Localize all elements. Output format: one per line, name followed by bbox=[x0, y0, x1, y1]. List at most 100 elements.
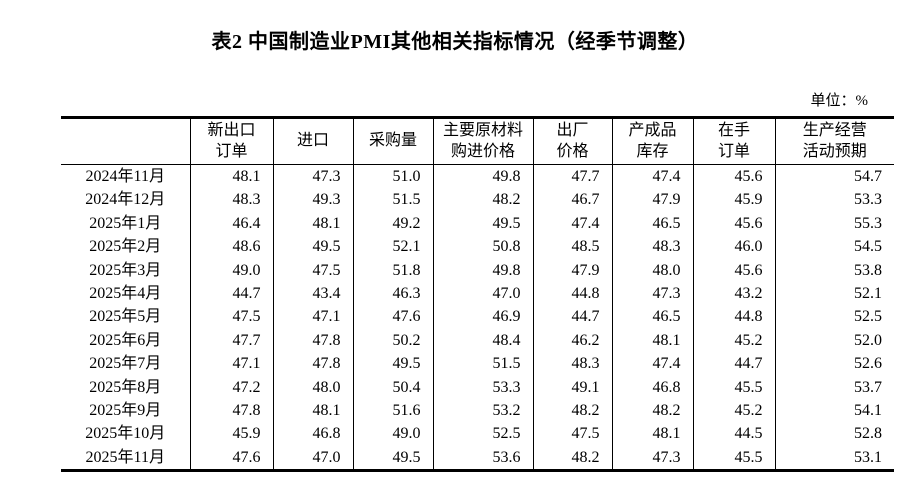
value-cell: 47.9 bbox=[611, 188, 693, 212]
value-cell: 48.1 bbox=[611, 328, 693, 353]
value-cell: 46.2 bbox=[532, 328, 612, 353]
value-cell: 45.2 bbox=[692, 399, 775, 423]
value-cell: 47.3 bbox=[611, 445, 693, 471]
value-cell: 45.2 bbox=[692, 328, 775, 353]
value-cell: 46.8 bbox=[272, 422, 353, 446]
value-cell: 48.2 bbox=[432, 188, 533, 212]
value-cell: 47.5 bbox=[272, 258, 353, 283]
value-cell: 47.3 bbox=[611, 282, 693, 306]
value-cell: 49.8 bbox=[432, 258, 533, 283]
value-cell: 45.6 bbox=[692, 164, 775, 189]
value-cell: 49.5 bbox=[272, 235, 353, 259]
value-cell: 47.6 bbox=[352, 305, 433, 329]
value-cell: 47.4 bbox=[532, 211, 612, 236]
value-cell: 45.5 bbox=[692, 375, 775, 400]
row-label: 2025年10月 bbox=[85, 425, 166, 443]
table-row: 2025年4月 44.7 43.4 46.3 47.0 44.8 47.3 43.2 52.1 bbox=[61, 282, 894, 306]
column-header-business-activity-expectation: 生产经营 活动预期 bbox=[774, 117, 894, 165]
row-label: 2025年7月 bbox=[89, 355, 162, 373]
table-row: 2025年3月 49.0 47.5 51.8 49.8 47.9 48.0 45.6 53.8 bbox=[61, 258, 894, 283]
column-header-raw-materials-purchase-price: 主要原材料 购进价格 bbox=[432, 117, 533, 165]
value-cell: 47.5 bbox=[189, 305, 273, 329]
value-cell: 48.5 bbox=[532, 235, 612, 259]
row-label: 2025年9月 bbox=[89, 402, 162, 420]
column-header-new-export-orders: 新出口 订单 bbox=[189, 117, 273, 165]
value-cell: 48.3 bbox=[532, 352, 612, 376]
value-cell: 46.0 bbox=[692, 235, 775, 259]
table-row: 2025年7月 47.1 47.8 49.5 51.5 48.3 47.4 44.7 52.6 bbox=[61, 352, 894, 376]
value-cell: 48.0 bbox=[272, 375, 353, 400]
value-cell: 49.5 bbox=[352, 352, 433, 376]
value-cell: 50.8 bbox=[432, 235, 533, 259]
value-cell: 48.1 bbox=[611, 422, 693, 446]
page-title: 表2 中国制造业PMI其他相关指标情况（经季节调整） bbox=[211, 31, 699, 53]
value-cell: 47.4 bbox=[611, 164, 693, 189]
value-cell: 47.8 bbox=[189, 399, 273, 423]
value-cell: 47.0 bbox=[272, 445, 353, 471]
table-row: 2025年5月 47.5 47.1 47.6 46.9 44.7 46.5 44.8 52.5 bbox=[61, 305, 894, 329]
value-cell: 47.8 bbox=[272, 328, 353, 353]
table-header-row: 新出口 订单 进口 采购量 主要原材料 购进价格 出厂 价格 产成品 库存 在手… bbox=[61, 117, 894, 165]
value-cell: 48.3 bbox=[189, 188, 273, 212]
value-cell: 49.0 bbox=[352, 422, 433, 446]
value-cell: 47.9 bbox=[532, 258, 612, 283]
value-cell: 43.4 bbox=[272, 282, 353, 306]
value-cell: 46.5 bbox=[611, 211, 693, 236]
value-cell: 49.3 bbox=[272, 188, 353, 212]
table-row: 2025年10月 45.9 46.8 49.0 52.5 47.5 48.1 44.5 52.8 bbox=[61, 422, 894, 446]
value-cell: 43.2 bbox=[692, 282, 775, 306]
value-cell: 44.5 bbox=[692, 422, 775, 446]
value-cell: 49.2 bbox=[352, 211, 433, 236]
value-cell: 52.1 bbox=[352, 235, 433, 259]
column-header-empty bbox=[61, 117, 190, 165]
row-label: 2025年6月 bbox=[89, 331, 162, 349]
value-cell: 53.6 bbox=[432, 445, 533, 471]
value-cell: 48.4 bbox=[432, 328, 533, 353]
row-label: 2025年2月 bbox=[89, 238, 162, 256]
value-cell: 53.7 bbox=[774, 375, 894, 400]
value-cell: 49.5 bbox=[432, 211, 533, 236]
value-cell: 52.5 bbox=[774, 305, 894, 329]
table-row: 2024年12月 48.3 49.3 51.5 48.2 46.7 47.9 45.9 53.3 bbox=[61, 188, 894, 212]
value-cell: 46.4 bbox=[189, 211, 273, 236]
table-container: 单位：% 新出口 订单 进口 采购量 主要原材料 购进价格 出厂 价格 产成品 … bbox=[61, 90, 894, 473]
value-cell: 51.8 bbox=[352, 258, 433, 283]
value-cell: 46.7 bbox=[532, 188, 612, 212]
value-cell: 47.1 bbox=[272, 305, 353, 329]
table-row: 2025年1月 46.4 48.1 49.2 49.5 47.4 46.5 45.6 55.3 bbox=[61, 211, 894, 236]
value-cell: 46.9 bbox=[432, 305, 533, 329]
value-cell: 48.0 bbox=[611, 258, 693, 283]
value-cell: 53.8 bbox=[774, 258, 894, 283]
value-cell: 47.8 bbox=[272, 352, 353, 376]
value-cell: 49.1 bbox=[532, 375, 612, 400]
value-cell: 54.7 bbox=[774, 164, 894, 189]
table-body: 2024年11月 48.1 47.3 51.0 49.8 47.7 47.4 45.6 54.7… bbox=[61, 164, 894, 471]
value-cell: 51.0 bbox=[352, 164, 433, 189]
value-cell: 48.2 bbox=[532, 445, 612, 471]
value-cell: 48.1 bbox=[272, 211, 353, 236]
value-cell: 44.7 bbox=[189, 282, 273, 306]
value-cell: 48.3 bbox=[611, 235, 693, 259]
table-row: 2025年9月 47.8 48.1 51.6 53.2 48.2 48.2 45.2 54.1 bbox=[61, 399, 894, 423]
value-cell: 54.5 bbox=[774, 235, 894, 259]
value-cell: 52.0 bbox=[774, 328, 894, 353]
value-cell: 44.7 bbox=[692, 352, 775, 376]
value-cell: 44.8 bbox=[532, 282, 612, 306]
value-cell: 52.1 bbox=[774, 282, 894, 306]
value-cell: 45.6 bbox=[692, 258, 775, 283]
value-cell: 48.1 bbox=[189, 164, 273, 189]
value-cell: 49.0 bbox=[189, 258, 273, 283]
value-cell: 46.8 bbox=[611, 375, 693, 400]
value-cell: 47.2 bbox=[189, 375, 273, 400]
table-row: 2025年2月 48.6 49.5 52.1 50.8 48.5 48.3 46.0 54.5 bbox=[61, 235, 894, 259]
column-header-finished-goods-inventory: 产成品 库存 bbox=[611, 117, 693, 165]
value-cell: 55.3 bbox=[774, 211, 894, 236]
value-cell: 47.7 bbox=[189, 328, 273, 353]
value-cell: 47.1 bbox=[189, 352, 273, 376]
value-cell: 47.6 bbox=[189, 445, 273, 471]
value-cell: 54.1 bbox=[774, 399, 894, 423]
table-row: 2025年11月 47.6 47.0 49.5 53.6 48.2 47.3 45.5 53.1 bbox=[61, 445, 894, 471]
value-cell: 51.5 bbox=[432, 352, 533, 376]
table-row: 2025年8月 47.2 48.0 50.4 53.3 49.1 46.8 45.5 53.7 bbox=[61, 375, 894, 400]
value-cell: 46.5 bbox=[611, 305, 693, 329]
